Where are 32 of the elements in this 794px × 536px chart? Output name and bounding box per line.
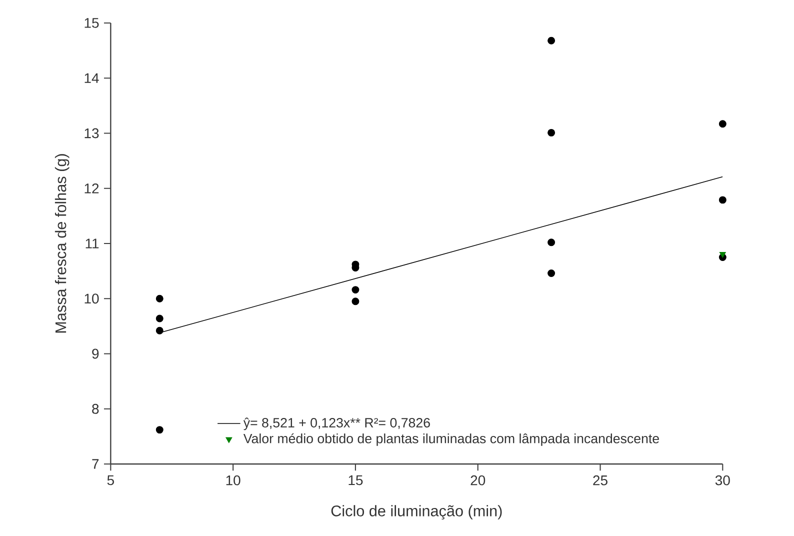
x-tick-label: 15 [348,475,363,486]
x-tick-label: 5 [107,475,114,486]
y-tick-label: 13 [84,128,99,138]
point [548,36,556,44]
legend-label: ŷ= 8,521 + 0,123x** R²= 0,7826 [243,418,430,430]
y-tick-label: 15 [84,18,99,28]
point [548,270,556,277]
y-axis-title: Massa fresca de folhas (g) [54,154,70,333]
point [156,326,164,334]
point [719,252,726,258]
y-tick-label: 10 [84,294,99,304]
y-tick-label: 12 [84,183,99,194]
point [718,120,726,128]
point [156,294,164,302]
point [352,298,360,306]
point [156,426,164,434]
point [718,196,726,204]
point [548,238,556,246]
point [548,128,556,136]
y-tick-label: 9 [92,348,99,359]
y-tick-label: 14 [84,73,99,83]
x-axis-title: Ciclo de iluminação (min) [331,505,502,520]
x-tick-label: 20 [470,475,486,486]
y-tick-label: 11 [86,238,99,248]
x-tick-label: 10 [226,475,240,486]
y-tick-label: 8 [92,404,99,414]
legend-label: Valor médio obtido de plantas iluminadas com lâmpada incandescente [243,433,659,446]
x-tick-label: 25 [593,475,608,486]
point [156,314,164,322]
point [352,286,360,294]
x-tick-label: 30 [715,475,730,486]
y-tick-label: 7 [92,459,99,469]
